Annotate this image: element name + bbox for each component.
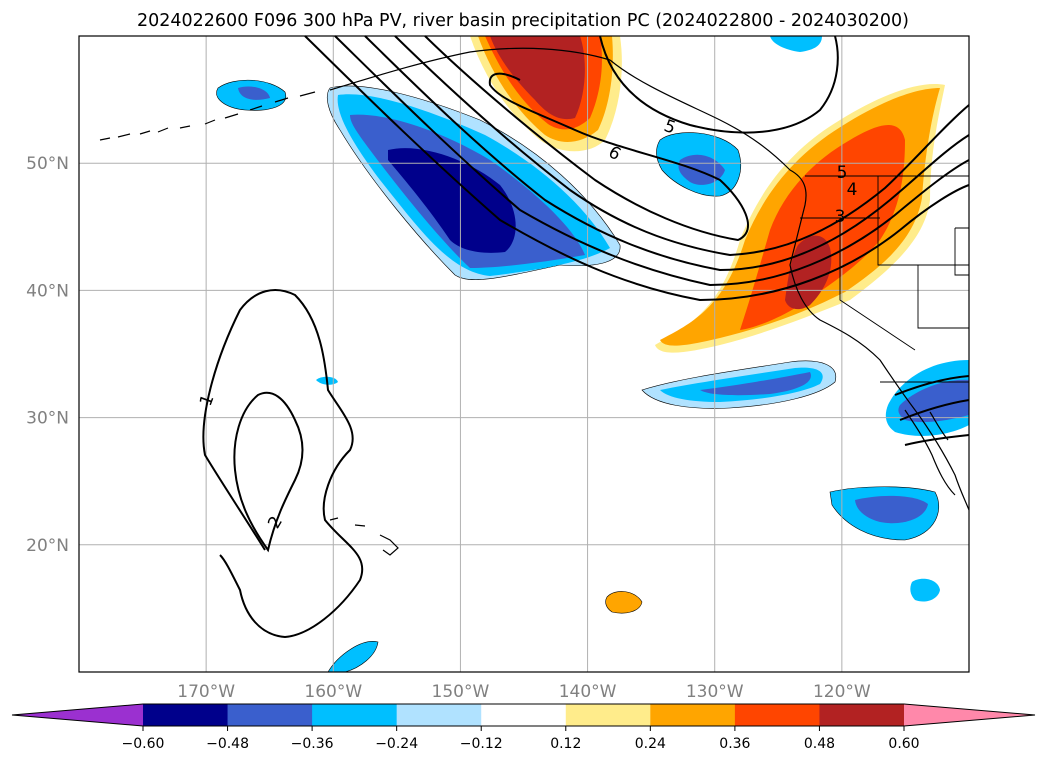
state-border-5 <box>954 227 969 276</box>
aleutian-islands <box>99 91 316 141</box>
colorbar-tick-label: −0.48 <box>206 736 249 752</box>
small-neg-field <box>910 578 940 602</box>
state-border-4 <box>917 265 969 329</box>
pv-contour-5a <box>394 35 970 257</box>
lat-tick-label: 40°N <box>26 281 69 301</box>
colorbar-tick-label: −0.12 <box>460 736 503 752</box>
colorbar-tick-label: 0.12 <box>550 736 581 752</box>
pv-contour-5b <box>599 35 839 134</box>
lon-tick-label: 120°W <box>813 682 871 702</box>
lat-tick-label: 30°N <box>26 409 69 429</box>
colorbar-bin <box>819 704 905 726</box>
bottom-neg-field <box>327 641 379 673</box>
pv-contour-3a <box>304 35 970 302</box>
pv-contour-4 <box>364 35 970 272</box>
colorbar-tick-label: −0.24 <box>375 736 418 752</box>
lon-tick-label: 140°W <box>559 682 617 702</box>
colorbar-tick-label: −0.60 <box>122 736 165 752</box>
small-pos-field <box>605 591 643 614</box>
latitude-tick-labels: 50°N 40°N 30°N 20°N <box>26 154 69 556</box>
subtrop-neg-blue <box>700 372 811 396</box>
colorbar-extend-min <box>12 704 143 726</box>
alaska-coast-line <box>329 47 611 91</box>
gridlines <box>79 36 969 672</box>
state-border-1 <box>877 176 969 266</box>
neg-field-navy <box>388 148 516 253</box>
lat-tick-label: 20°N <box>26 536 69 556</box>
colorbar-tick-label: −0.36 <box>291 736 334 752</box>
colorbar-bin <box>227 704 313 726</box>
lon-tick-label: 170°W <box>177 682 235 702</box>
pv-contour-south-3 <box>904 434 970 446</box>
colorbar-tick-label: 0.48 <box>804 736 835 752</box>
figure-title: 2024022600 F096 300 hPa PV, river basin … <box>137 11 909 31</box>
colorbar-bin <box>650 704 736 726</box>
lon-tick-label: 150°W <box>432 682 490 702</box>
colorbar: −0.60 −0.48 −0.36 −0.24 −0.12 0.12 0.24 0.36 0.4… <box>11 703 1036 752</box>
state-border-3 <box>839 218 916 351</box>
map-frame <box>78 35 970 673</box>
colorbar-bin <box>312 704 398 726</box>
longitude-tick-labels: 170°W 160°W 150°W 140°W 130°W 120°W <box>177 682 871 702</box>
alaska-pos-field-darkred <box>490 36 585 120</box>
trop-neg-blue <box>855 495 928 524</box>
lon-tick-label: 160°W <box>304 682 362 702</box>
pv-contour-2 <box>233 391 304 553</box>
lon-tick-label: 130°W <box>686 682 744 702</box>
colorbar-bin <box>481 704 567 726</box>
colorbar-tick-label: 0.60 <box>888 736 919 752</box>
colorbar-extend-max <box>904 704 1035 726</box>
lat-tick-label: 50°N <box>26 154 69 174</box>
contour-label-4: 4 <box>847 180 858 200</box>
map-panel: 1 2 3 4 5 5 6 <box>78 35 970 673</box>
pv-contour-6 <box>424 35 749 242</box>
colorbar-tick-label: 0.36 <box>719 736 750 752</box>
pv-contour-south-1 <box>894 375 970 396</box>
top-neg-field <box>770 36 822 52</box>
pv-contour-south-2 <box>899 399 970 421</box>
contour-label-5a: 5 <box>837 163 848 183</box>
colorbar-bin <box>396 704 482 726</box>
colorbar-bin <box>565 704 651 726</box>
aleutian-neg-core <box>238 86 270 100</box>
pv-contours <box>202 35 970 639</box>
pv-contour-3b <box>334 35 970 287</box>
colorbar-bin <box>143 704 229 726</box>
pv-contour-1 <box>202 289 364 639</box>
hawaii-islands <box>329 517 399 556</box>
colorbar-bin <box>734 704 820 726</box>
contour-label-3: 3 <box>835 207 846 227</box>
colorbar-tick-label: 0.24 <box>635 736 666 752</box>
